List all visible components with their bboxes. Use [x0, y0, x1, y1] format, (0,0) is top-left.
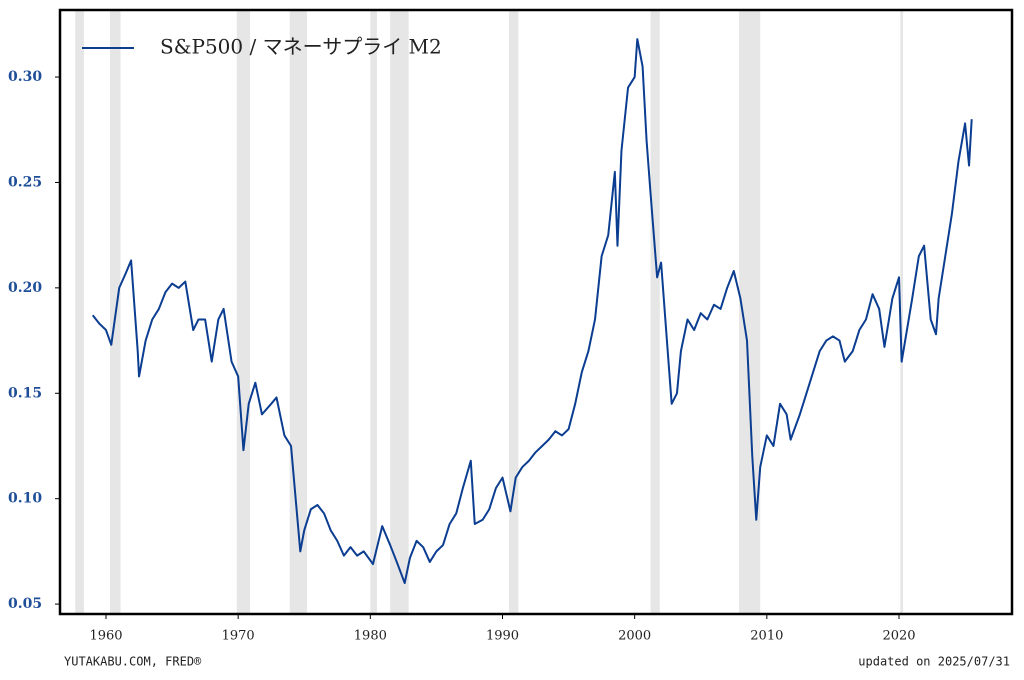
y-tick-label: 0.15	[8, 385, 42, 401]
legend-label: S&P500 / マネーサプライ M2	[160, 35, 442, 59]
y-tick-label: 0.30	[8, 69, 42, 85]
source-note: YUTAKABU.COM, FRED®	[64, 655, 202, 669]
recession-band	[236, 10, 251, 614]
x-tick-label: 1960	[89, 629, 122, 644]
y-tick-label: 0.25	[8, 174, 42, 190]
data-line	[91, 38, 973, 585]
recession-band	[509, 10, 519, 614]
x-tick-label: 2010	[750, 629, 783, 644]
recession-band	[289, 10, 307, 614]
recession-band	[739, 10, 761, 614]
x-tick-label: 1990	[486, 629, 519, 644]
x-tick-label: 1970	[222, 629, 255, 644]
y-tick-label: 0.10	[8, 491, 42, 507]
plot-frame	[58, 8, 1014, 616]
recession-band	[900, 10, 903, 614]
recession-band	[370, 10, 377, 614]
recession-band	[390, 10, 409, 614]
y-tick-label: 0.05	[8, 596, 42, 612]
x-tick-label: 2000	[618, 629, 651, 644]
recession-band	[75, 10, 84, 614]
y-tick-label: 0.20	[8, 280, 42, 296]
plot-background	[60, 10, 1012, 614]
x-tick-label: 1980	[354, 629, 387, 644]
x-tick-label: 2020	[882, 629, 915, 644]
recession-band	[650, 10, 660, 614]
updated-note: updated on 2025/07/31	[858, 655, 1010, 669]
